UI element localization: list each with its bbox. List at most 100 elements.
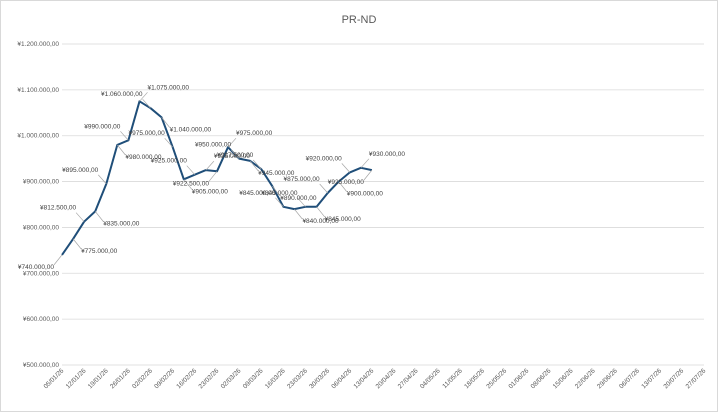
data-label: ¥812.500,00	[40, 205, 77, 212]
data-label-leader	[183, 179, 193, 190]
data-label-leader	[252, 159, 262, 170]
data-label: ¥990.000,00	[84, 123, 121, 130]
x-tick-label: 13/07/26	[640, 367, 663, 390]
data-label-leader	[186, 165, 196, 175]
x-tick-label: 02/03/26	[220, 367, 243, 390]
x-tick-label: 23/02/26	[198, 367, 221, 390]
x-tick-label: 30/03/26	[308, 367, 331, 390]
x-tick-label: 25/05/26	[485, 367, 508, 390]
data-label-leader	[341, 163, 351, 173]
x-tick-label: 02/02/26	[131, 367, 154, 390]
x-tick-label: 11/05/26	[441, 367, 464, 390]
data-label: ¥945.000,00	[258, 170, 295, 177]
data-label: ¥900.000,00	[347, 191, 384, 198]
data-label-leader	[208, 171, 218, 182]
data-label-leader	[75, 212, 85, 222]
data-label: ¥922.500,00	[173, 180, 210, 187]
y-tick-label: ¥1.200.000,00	[17, 41, 59, 48]
x-tick-label: 13/04/26	[352, 367, 375, 390]
data-label: ¥835.000,00	[103, 220, 140, 227]
data-label-leader	[117, 144, 126, 156]
data-label: ¥905.000,00	[192, 188, 229, 195]
x-tick-label: 01/06/26	[507, 367, 530, 390]
data-label: ¥875.000,00	[283, 176, 320, 183]
data-label: ¥895.000,00	[62, 167, 99, 174]
x-tick-label: 15/06/26	[552, 367, 575, 390]
x-tick-label: 16/02/26	[175, 367, 198, 390]
x-tick-label: 19/01/26	[87, 367, 110, 390]
data-label-leader	[294, 208, 303, 220]
x-tick-label: 18/05/26	[463, 367, 486, 390]
x-tick-label: 06/04/26	[330, 367, 353, 390]
data-label-leader	[297, 197, 306, 208]
data-label: ¥980.000,00	[125, 154, 162, 161]
x-tick-label: 20/04/26	[375, 367, 398, 390]
data-label-leader	[319, 183, 328, 194]
data-label-leader	[316, 206, 325, 218]
data-label-leader	[275, 197, 284, 208]
data-label-leader	[164, 137, 173, 148]
data-label-leader	[94, 211, 104, 222]
data-label-leader	[205, 160, 215, 171]
y-tick-label: ¥600.000,00	[23, 316, 60, 323]
data-label: ¥1.040.000,00	[170, 126, 212, 133]
data-label: ¥950.000,00	[195, 142, 232, 149]
x-tick-label: 04/05/26	[419, 367, 442, 390]
y-tick-label: ¥700.000,00	[23, 270, 60, 277]
x-tick-label: 05/01/26	[43, 367, 66, 390]
x-tick-label: 16/03/26	[264, 367, 287, 390]
data-label-leader	[120, 131, 129, 141]
y-tick-label: ¥800.000,00	[23, 224, 60, 231]
data-label: ¥1.075.000,00	[147, 84, 189, 91]
data-label-leader	[72, 238, 82, 250]
data-label: ¥845.000,00	[325, 216, 362, 223]
y-tick-label: ¥1.000.000,00	[17, 133, 59, 140]
data-label: ¥740.000,00	[18, 264, 55, 271]
y-tick-label: ¥500.000,00	[23, 362, 60, 369]
data-label-leader	[142, 98, 151, 109]
chart-title: PR-ND	[341, 14, 377, 26]
x-tick-label: 09/02/26	[153, 367, 176, 390]
data-label-leader	[230, 149, 240, 159]
x-tick-label: 09/03/26	[242, 367, 265, 390]
data-label-leader	[227, 137, 237, 148]
data-label-leader	[338, 181, 347, 192]
data-label: ¥920.000,00	[306, 155, 343, 162]
data-label: ¥840.000,00	[302, 218, 339, 225]
data-label-leader	[360, 158, 370, 169]
x-tick-label: 23/03/26	[286, 367, 309, 390]
data-label: ¥775.000,00	[81, 248, 118, 255]
gridlines	[62, 43, 704, 366]
data-label: ¥930.000,00	[369, 151, 406, 158]
data-label-leader	[249, 160, 259, 172]
x-tick-label: 20/07/26	[662, 367, 685, 390]
y-axis-ticks: ¥500.000,00 ¥600.000,00 ¥700.000,00 ¥800.00…	[17, 41, 59, 369]
x-axis-ticks: 05/01/26 12/01/26 19/01/26 26/01/26 02/02/26…	[43, 367, 708, 390]
data-label: ¥975.000,00	[129, 130, 166, 137]
data-label-leader	[363, 169, 373, 181]
data-label-leader	[139, 92, 148, 102]
x-tick-label: 22/06/26	[574, 367, 597, 390]
data-label: ¥927.500,00	[217, 152, 254, 159]
x-tick-label: 12/01/26	[65, 367, 88, 390]
x-tick-label: 08/06/26	[530, 367, 553, 390]
data-label-leader	[272, 185, 281, 197]
data-label: ¥925.000,00	[328, 179, 365, 186]
x-tick-label: 27/04/26	[397, 367, 420, 390]
data-label: ¥975.000,00	[236, 130, 273, 137]
data-label-leader	[161, 117, 170, 128]
data-label: ¥845.000,00	[239, 190, 276, 197]
data-label-leader	[53, 254, 63, 266]
data-label: ¥925.000,00	[214, 153, 251, 160]
data-labels: ¥740.000,00 ¥775.000,00 ¥812.500,00 ¥835.00…	[18, 84, 406, 271]
data-label: ¥845.000,00	[261, 190, 298, 197]
data-label: ¥1.060.000,00	[101, 91, 143, 98]
x-tick-label: 27/07/26	[685, 367, 708, 390]
y-tick-label: ¥900.000,00	[23, 179, 60, 186]
data-label: ¥925.000,00	[151, 158, 188, 165]
y-tick-label: ¥1.100.000,00	[17, 87, 59, 94]
data-label-leader	[98, 174, 107, 185]
x-tick-label: 26/01/26	[109, 367, 132, 390]
